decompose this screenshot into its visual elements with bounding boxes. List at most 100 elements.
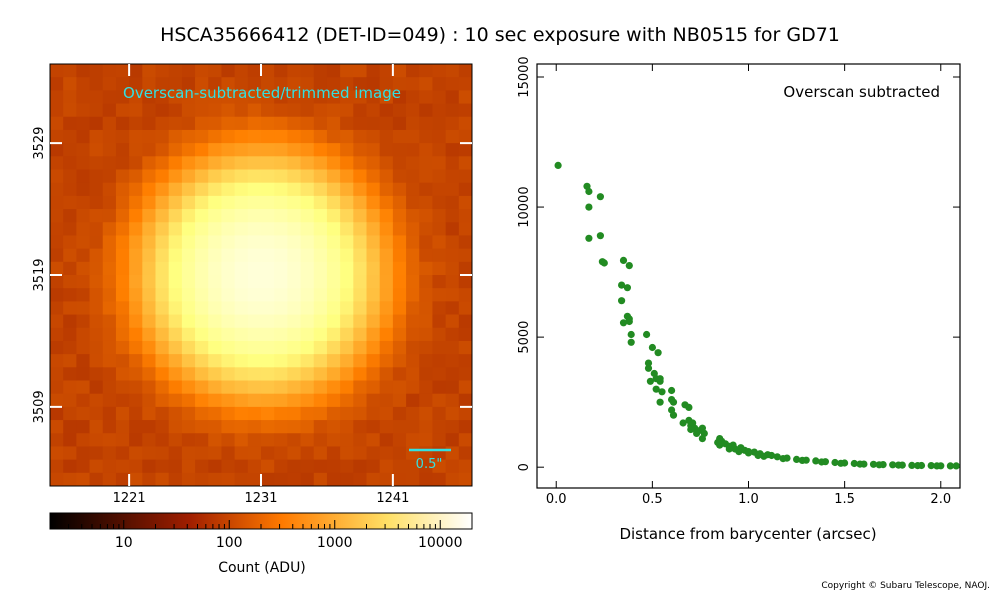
heatmap-cell <box>195 459 209 474</box>
heatmap-cell <box>366 156 381 170</box>
heatmap-cell <box>63 182 77 197</box>
heatmap-cell <box>181 393 196 408</box>
heatmap-cell <box>89 116 104 131</box>
heatmap-cell <box>195 116 209 131</box>
heatmap-cell <box>89 64 104 78</box>
heatmap-cell <box>234 288 249 302</box>
heatmap-cell <box>234 261 249 276</box>
heatmap-cell <box>142 261 156 276</box>
heatmap-cell <box>353 77 367 91</box>
heatmap-cell <box>115 393 130 408</box>
heatmap-cell <box>300 367 315 381</box>
heatmap-cell <box>168 182 183 197</box>
heatmap-cell <box>155 459 170 474</box>
plot-frame <box>536 63 961 489</box>
heatmap-cell <box>353 367 367 381</box>
heatmap-cell <box>353 90 367 104</box>
heatmap-cell <box>142 143 156 157</box>
heatmap-cell <box>340 340 354 355</box>
x-axis-label: Distance from barycenter (arcsec) <box>619 525 876 543</box>
heatmap-cell <box>195 340 209 355</box>
heatmap-cell <box>168 275 183 289</box>
heatmap-cell <box>181 169 196 184</box>
heatmap-cell <box>300 314 315 329</box>
heatmap-cell <box>419 182 433 197</box>
heatmap-cell <box>142 380 156 395</box>
heatmap-cell <box>89 182 104 197</box>
heatmap-cell <box>50 222 64 236</box>
heatmap-cell <box>76 459 90 474</box>
heatmap-cell <box>392 209 407 223</box>
heatmap-cell <box>50 340 64 355</box>
heatmap-cell <box>129 64 143 78</box>
heatmap-cell <box>261 459 275 474</box>
heatmap-cell <box>247 103 262 118</box>
heatmap-cell <box>234 235 249 250</box>
heatmap-cell <box>274 195 288 210</box>
heatmap-cell <box>379 182 394 197</box>
heatmap-cell <box>445 64 460 78</box>
heatmap-cell <box>102 222 117 236</box>
scatter-point <box>600 259 608 267</box>
heatmap-cell <box>261 248 275 263</box>
heatmap-cell <box>155 354 170 368</box>
heatmap-cell <box>102 129 117 144</box>
heatmap-cell <box>432 367 447 381</box>
heatmap-cell <box>300 195 315 210</box>
heatmap-cell <box>155 406 170 421</box>
heatmap-cell <box>129 301 143 315</box>
heatmap-cell <box>247 340 262 355</box>
heatmap-cell <box>50 261 64 276</box>
heatmap-cell <box>142 327 156 342</box>
heatmap-cell <box>379 433 394 447</box>
heatmap-cell <box>392 354 407 368</box>
heatmap-cell <box>326 367 341 381</box>
heatmap-cell <box>261 433 275 447</box>
heatmap-cell <box>287 420 301 434</box>
heatmap-cell <box>181 209 196 223</box>
heatmap-cell <box>181 301 196 315</box>
heatmap-cell <box>247 222 262 236</box>
heatmap-cell <box>353 209 367 223</box>
heatmap-cell <box>406 103 420 118</box>
heatmap-cell <box>50 182 64 197</box>
heatmap-cell <box>445 275 460 289</box>
heatmap-cell <box>379 288 394 302</box>
heatmap-cell <box>115 90 130 104</box>
heatmap-cell <box>195 90 209 104</box>
heatmap-cell <box>76 301 90 315</box>
heatmap-cell <box>221 367 236 381</box>
heatmap-cell <box>102 90 117 104</box>
heatmap-cell <box>432 380 447 395</box>
heatmap-cell <box>379 64 394 78</box>
heatmap-cell <box>379 340 394 355</box>
heatmap-cell <box>366 90 381 104</box>
heatmap-cell <box>247 406 262 421</box>
heatmap-cell <box>142 275 156 289</box>
heatmap-cell <box>366 261 381 276</box>
page-title: HSCA35666412 (DET-ID=049) : 10 sec expos… <box>160 24 840 46</box>
heatmap-cell <box>129 90 143 104</box>
colorbar-label: Count (ADU) <box>218 560 306 576</box>
heatmap-cell <box>432 301 447 315</box>
heatmap-cell <box>366 446 381 461</box>
heatmap-cell <box>300 406 315 421</box>
heatmap-cell <box>392 143 407 157</box>
scatter-point <box>735 448 743 456</box>
heatmap-cell <box>181 288 196 302</box>
heatmap-cell <box>102 182 117 197</box>
heatmap-cell <box>313 195 328 210</box>
heatmap-cell <box>406 182 420 197</box>
heatmap-cell <box>287 340 301 355</box>
heatmap-cell <box>181 90 196 104</box>
heatmap-cell <box>155 340 170 355</box>
heatmap-cell <box>181 103 196 118</box>
heatmap-cell <box>129 367 143 381</box>
scatter-point <box>760 452 768 460</box>
heatmap-cell <box>274 340 288 355</box>
heatmap-cell <box>50 90 64 104</box>
heatmap-cell <box>221 195 236 210</box>
heatmap-cell <box>76 209 90 223</box>
heatmap-cell <box>300 156 315 170</box>
heatmap-cell <box>63 446 77 461</box>
